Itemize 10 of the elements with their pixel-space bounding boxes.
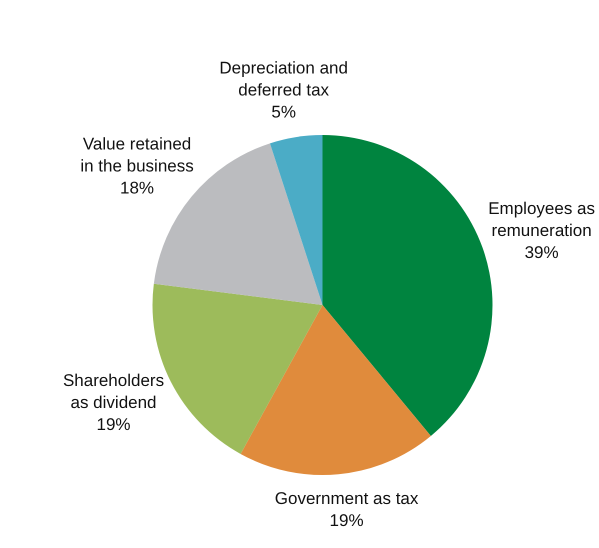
data-label: 19%	[330, 510, 364, 530]
data-label: 39%	[524, 243, 559, 262]
slice-label: Government as tax	[274, 488, 419, 508]
slice-label: Shareholders as dividend	[62, 371, 164, 412]
slice-label: Depreciation and deferred tax	[219, 58, 348, 100]
slice-label: Value retained in the business	[80, 134, 194, 176]
data-label: 18%	[120, 178, 154, 198]
data-label: 19%	[96, 415, 131, 434]
data-label: 5%	[271, 102, 296, 122]
slice-label: Employees as remuneration	[488, 199, 596, 240]
